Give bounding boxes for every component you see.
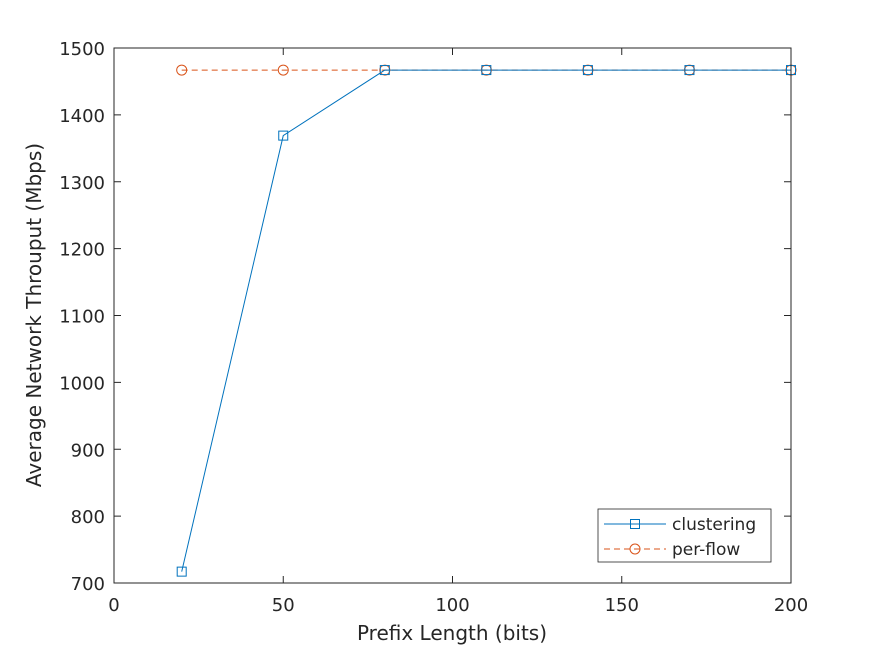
plot-area: [114, 48, 791, 583]
data-point-clustering: [582, 65, 593, 76]
y-tick-label: 900: [71, 440, 105, 461]
series-layer: [176, 64, 797, 577]
y-axis-label: Average Network Throuput (Mbps): [22, 143, 46, 487]
legend-entry-per-flow: per-flow: [604, 540, 740, 560]
legend-marker: [629, 543, 641, 555]
legend-label: clustering: [672, 515, 756, 535]
data-point-clustering: [481, 65, 492, 76]
y-tick-label: 1400: [59, 106, 105, 127]
x-tick-label: 150: [605, 595, 639, 616]
data-point-per-flow: [176, 64, 188, 76]
data-point-clustering: [379, 65, 390, 76]
legend-entry-clustering: clustering: [604, 515, 756, 535]
data-point-clustering: [278, 130, 289, 141]
legend-label: per-flow: [672, 540, 740, 560]
x-tick-label: 200: [774, 595, 808, 616]
y-tick-label: 1200: [59, 240, 105, 261]
legend-box: [597, 508, 772, 563]
data-point-clustering: [684, 65, 695, 76]
x-tick-label: 0: [108, 595, 119, 616]
legend-entries: clustering per-flow: [604, 515, 756, 560]
x-axis-label: Prefix Length (bits): [357, 621, 547, 645]
y-tick-label: 1000: [59, 373, 105, 394]
y-tick-label: 1500: [59, 39, 105, 60]
y-tick-label: 1300: [59, 173, 105, 194]
y-tick-label: 800: [71, 507, 105, 528]
x-tick-label: 50: [272, 595, 295, 616]
series-clustering: [181, 69, 791, 572]
x-tick-label: 100: [435, 595, 469, 616]
legend-marker: [630, 519, 640, 529]
y-tick-label: 1100: [59, 307, 105, 328]
series-line-clustering: [181, 69, 791, 572]
data-point-per-flow: [277, 64, 289, 76]
tick-layer: 0 50 100 150 200 700 800 900 1000 1100 1200 1300 140…: [59, 39, 808, 616]
legend: clustering per-flow: [597, 508, 772, 563]
y-tick-label: 700: [71, 574, 105, 595]
data-point-clustering: [176, 566, 187, 577]
